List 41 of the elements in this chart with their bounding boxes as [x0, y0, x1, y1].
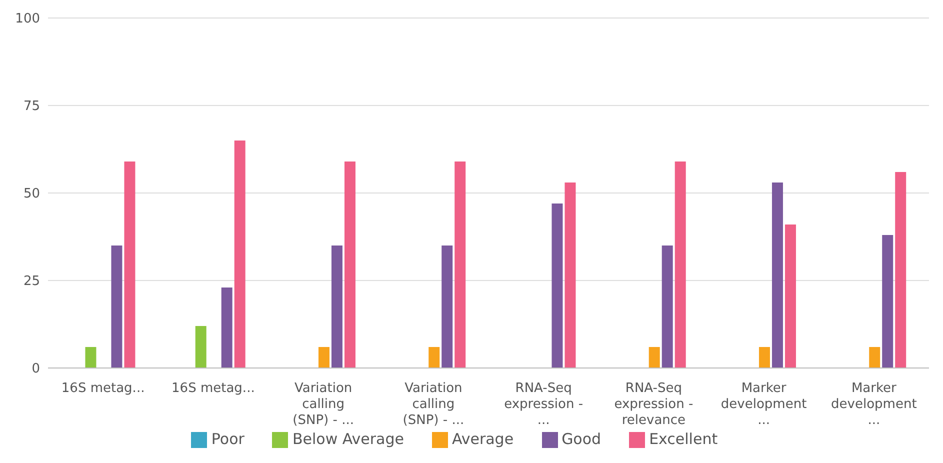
bar	[124, 162, 136, 368]
bar	[869, 347, 880, 368]
bar	[234, 140, 246, 368]
bar	[772, 182, 783, 368]
x-tick-label: RNA-Seq expression - ...	[504, 381, 584, 428]
y-tick-label: 75	[23, 99, 40, 114]
bar	[784, 224, 796, 368]
x-tick-label: 16S metag...	[61, 381, 145, 396]
bar	[85, 347, 96, 368]
bar	[111, 246, 122, 368]
bar	[221, 288, 232, 368]
legend-label: Below Average	[292, 430, 404, 448]
bar	[564, 182, 576, 368]
y-tick-label: 100	[15, 12, 40, 27]
bar	[428, 347, 440, 368]
bar	[331, 246, 342, 368]
legend-label: Good	[562, 430, 602, 448]
x-tick-label: RNA-Seq expression - relevance	[614, 381, 694, 428]
bar	[662, 246, 673, 368]
x-tick-label: 16S metag...	[172, 381, 255, 396]
x-tick-label: Marker development ...	[720, 381, 807, 428]
x-tick-label: Variation calling (SNP) - ...	[292, 381, 354, 428]
y-tick-label: 50	[23, 186, 40, 202]
legend-label: Excellent	[649, 430, 718, 448]
bar	[318, 347, 330, 368]
bar	[758, 347, 770, 368]
bar	[882, 235, 894, 368]
legend-label: Average	[452, 430, 514, 448]
bar	[674, 162, 686, 368]
bar	[648, 347, 660, 368]
y-tick-label: 0	[32, 362, 40, 377]
x-tick-label: Variation calling (SNP) - ...	[402, 381, 464, 428]
bar	[895, 172, 906, 368]
bar	[454, 162, 466, 368]
x-tick-label: Marker development ...	[831, 381, 917, 428]
bar	[442, 246, 453, 368]
bar	[344, 162, 356, 368]
bar	[195, 326, 206, 368]
bar	[552, 204, 563, 368]
y-tick-label: 25	[23, 274, 40, 290]
legend-label: Poor	[211, 430, 244, 448]
